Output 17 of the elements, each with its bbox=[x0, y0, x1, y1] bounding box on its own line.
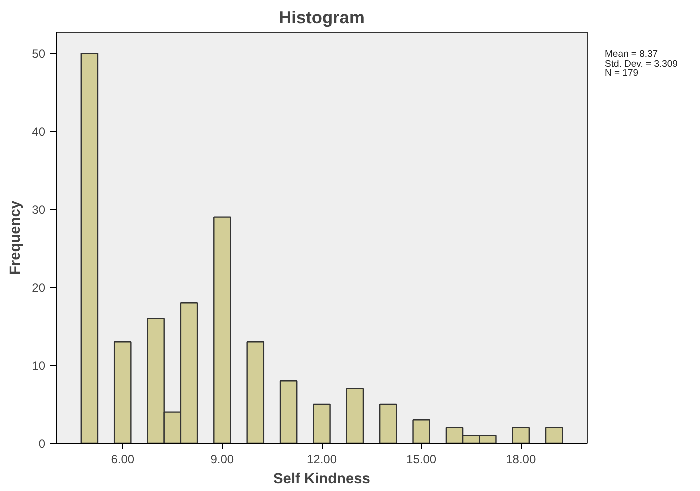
y-tick-label: 30 bbox=[32, 203, 46, 218]
text: Mean = 8.37 bbox=[605, 49, 658, 60]
y-tick-label: 40 bbox=[32, 125, 46, 140]
y-tick-label: 20 bbox=[32, 281, 46, 296]
y-tick-label: 0 bbox=[38, 437, 46, 451]
y-tick-label: 50 bbox=[32, 47, 46, 62]
text: N = 179 bbox=[605, 68, 639, 79]
x-tick-label: 12.00 bbox=[306, 452, 338, 466]
x-axis-title: Self Kindness bbox=[274, 472, 370, 488]
y-tick-label: 10 bbox=[32, 359, 46, 374]
x-tick-label: 15.00 bbox=[406, 452, 437, 466]
y-axis-title: Frequency bbox=[8, 200, 24, 276]
x-tick-label: 6.00 bbox=[111, 452, 135, 466]
chart-title: Histogram bbox=[279, 8, 365, 28]
x-tick-label: 18.00 bbox=[506, 452, 536, 466]
text: Std. Dev. = 3.309 bbox=[605, 58, 678, 70]
x-tick-label: 9.00 bbox=[210, 452, 234, 466]
